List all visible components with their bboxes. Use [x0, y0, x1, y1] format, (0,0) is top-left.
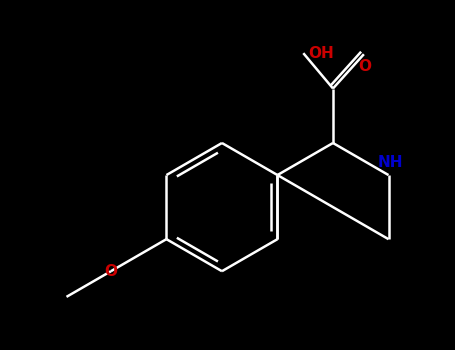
Text: OH: OH [308, 46, 334, 61]
Text: NH: NH [378, 155, 404, 170]
Text: O: O [359, 59, 372, 74]
Text: O: O [104, 264, 117, 279]
